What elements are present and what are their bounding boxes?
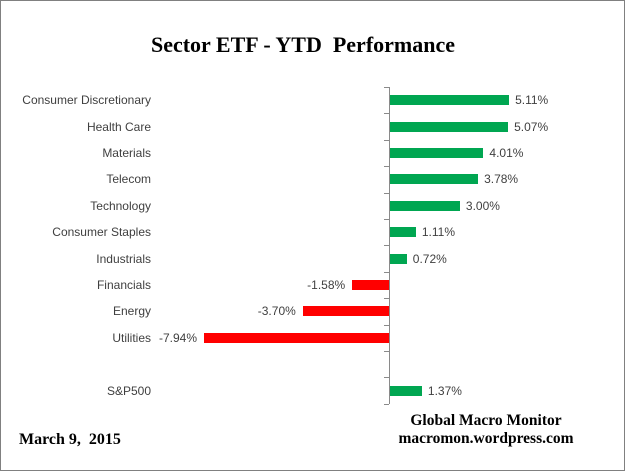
category-label: Health Care — [86, 119, 151, 134]
chart-row: S&P500 1.37% — [1, 377, 624, 403]
axis-tick — [384, 351, 389, 352]
bar-positive — [390, 227, 416, 238]
category-axis-line — [389, 87, 390, 404]
value-label: -3.70% — [257, 304, 296, 319]
chart-row: Materials 4.01% — [1, 140, 624, 166]
chart-row: Energy -3.70% — [1, 298, 624, 324]
bar-positive — [390, 253, 407, 264]
chart-title: Sector ETF - YTD Performance — [150, 32, 456, 57]
chart-row: Consumer Staples 1.11% — [1, 219, 624, 245]
category-label: Consumer Staples — [52, 225, 151, 240]
axis-tick — [384, 87, 389, 88]
category-label: Materials — [102, 145, 151, 160]
chart-row: Technology 3.00% — [1, 193, 624, 219]
axis-tick — [384, 219, 389, 220]
value-label: -7.94% — [158, 330, 197, 345]
axis-tick — [384, 139, 389, 141]
value-label: -1.58% — [307, 277, 346, 292]
value-label: 5.11% — [515, 93, 549, 108]
chart-row: Financials -1.58% — [1, 272, 624, 298]
value-label: 3.00% — [465, 198, 500, 213]
value-label: 5.07% — [514, 119, 549, 134]
footer-date: March 9, 2015 — [19, 431, 121, 448]
axis-tick — [384, 377, 389, 379]
axis-tick — [384, 166, 389, 168]
category-label: Utilities — [112, 330, 151, 345]
category-label: Energy — [112, 304, 151, 319]
axis-tick — [384, 192, 389, 194]
category-label: Telecom — [106, 172, 151, 187]
value-label: 4.01% — [489, 145, 524, 160]
source-url: macromon.wordpress.com — [398, 429, 574, 447]
chart-row: Telecom 3.78% — [1, 166, 624, 192]
value-label: 3.78% — [484, 172, 519, 187]
category-label: Financials — [96, 277, 151, 292]
axis-tick — [384, 298, 389, 300]
axis-tick — [384, 245, 389, 247]
value-label: 1.11% — [421, 225, 455, 240]
axis-tick — [384, 403, 389, 405]
value-label: 1.37% — [427, 383, 462, 398]
bar-negative — [352, 279, 389, 290]
value-label: 0.72% — [412, 251, 447, 266]
bar-positive — [390, 147, 484, 158]
category-label: S&P500 — [106, 383, 151, 398]
bar-positive — [390, 174, 479, 185]
axis-tick — [384, 271, 389, 273]
bar-positive — [390, 95, 510, 106]
chart-row: Consumer Discretionary 5.11% — [1, 87, 624, 113]
bar-negative — [302, 306, 389, 317]
bar-negative — [203, 332, 389, 343]
chart-row: Health Care 5.07% — [1, 113, 624, 139]
footer-source: Global Macro Monitor macromon.wordpress.… — [374, 412, 598, 447]
category-label: Technology — [90, 198, 151, 213]
chart-row: Utilities -7.94% — [1, 325, 624, 351]
bar-positive — [390, 121, 509, 132]
axis-tick — [384, 113, 389, 115]
spacer-row — [1, 351, 624, 377]
source-name: Global Macro Monitor — [410, 412, 562, 429]
chart-row: Industrials 0.72% — [1, 245, 624, 271]
category-label: Industrials — [96, 251, 151, 266]
bar-positive — [390, 200, 460, 211]
category-label: Consumer Discretionary — [22, 93, 151, 108]
axis-tick — [384, 324, 389, 326]
bar-positive — [390, 385, 422, 396]
